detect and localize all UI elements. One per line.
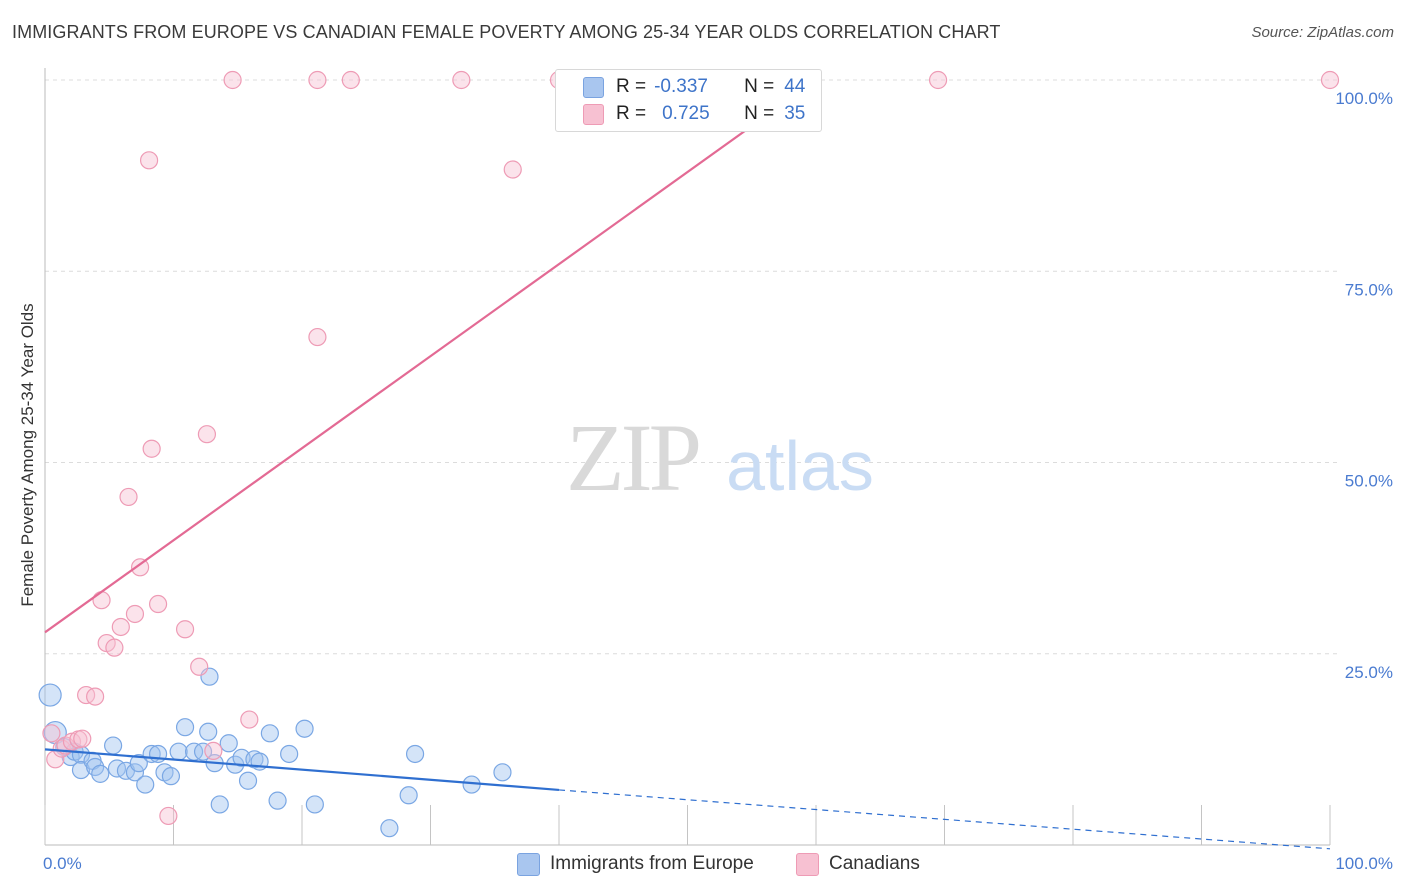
point-canadians xyxy=(159,806,178,826)
point-immigrants-from-europe xyxy=(104,736,123,755)
point-immigrants-from-europe xyxy=(219,734,238,753)
point-canadians xyxy=(42,724,61,743)
point-immigrants-from-europe xyxy=(268,791,287,810)
point-canadians xyxy=(77,685,96,705)
point-canadians xyxy=(142,439,161,458)
point-immigrants-from-europe xyxy=(129,754,148,773)
legend-swatch-europe xyxy=(517,852,540,876)
point-immigrants-from-europe xyxy=(399,786,418,805)
y-tick-label: 25.0% xyxy=(1345,663,1393,682)
point-immigrants-from-europe xyxy=(380,819,399,838)
point-canadians xyxy=(175,620,195,639)
legend-item-europe: Immigrants from Europe xyxy=(517,852,754,876)
point-canadians xyxy=(190,657,209,676)
watermark-zip: ZIP xyxy=(566,404,699,511)
point-immigrants-from-europe xyxy=(38,683,62,707)
point-canadians xyxy=(928,70,948,90)
axes xyxy=(44,68,1331,846)
legend-r-label: R = xyxy=(616,103,647,124)
trend-line-europe xyxy=(44,748,560,792)
watermark: ZIP atlas xyxy=(566,404,874,511)
trend-line-canadians xyxy=(44,79,817,634)
point-immigrants-from-europe xyxy=(280,744,299,764)
point-immigrants-from-europe xyxy=(148,744,168,764)
point-immigrants-from-europe xyxy=(405,744,425,764)
point-canadians xyxy=(105,638,124,657)
legend-swatch-canadians xyxy=(796,852,819,876)
point-immigrants-from-europe xyxy=(305,795,324,814)
y-tick-label: 50.0% xyxy=(1345,472,1393,491)
point-canadians xyxy=(308,327,327,347)
legend-n-label: N = xyxy=(744,103,775,124)
x-tick-label: 0.0% xyxy=(43,854,82,873)
point-canadians xyxy=(223,70,242,90)
point-canadians xyxy=(119,487,138,507)
stats-legend: R = -0.337 N = 44 R = 0.725 N = 35 xyxy=(555,69,822,132)
legend-row-canadians: R = 0.725 N = 35 xyxy=(556,101,805,127)
y-tick-label: 100.0% xyxy=(1335,89,1393,108)
point-canadians xyxy=(204,741,223,761)
point-canadians xyxy=(73,729,92,748)
point-canadians xyxy=(240,710,259,729)
point-immigrants-from-europe xyxy=(161,767,181,786)
point-canadians xyxy=(111,617,130,637)
legend-label-europe: Immigrants from Europe xyxy=(550,853,754,874)
point-immigrants-from-europe xyxy=(136,775,155,794)
x-tick-label: 100.0% xyxy=(1335,854,1393,873)
point-immigrants-from-europe xyxy=(175,718,195,737)
y-tick-label: 75.0% xyxy=(1345,280,1393,299)
point-immigrants-from-europe xyxy=(193,742,213,761)
legend-n-value: 35 xyxy=(784,103,806,124)
legend-r-label: R = xyxy=(616,76,647,97)
point-immigrants-from-europe xyxy=(493,763,512,782)
point-immigrants-from-europe xyxy=(295,719,314,738)
point-canadians xyxy=(308,70,327,90)
tick-labels: 25.0% 50.0% 75.0% 100.0% 0.0% 100.0% xyxy=(43,89,1393,873)
legend-row-europe: R = -0.337 N = 44 xyxy=(556,74,805,100)
legend-n-value: 44 xyxy=(784,76,806,97)
point-canadians xyxy=(197,425,217,444)
watermark-atlas: atlas xyxy=(726,427,874,505)
point-canadians xyxy=(125,604,145,624)
chart-title: IMMIGRANTS FROM EUROPE VS CANADIAN FEMAL… xyxy=(12,22,1001,42)
legend-swatch-canadians xyxy=(583,103,604,125)
point-immigrants-from-europe xyxy=(169,742,188,761)
point-immigrants-from-europe xyxy=(260,724,279,743)
gridlines xyxy=(45,79,1338,655)
point-canadians xyxy=(1320,70,1340,90)
point-immigrants-from-europe xyxy=(91,764,110,783)
trend-lines xyxy=(44,79,1331,850)
point-immigrants-from-europe xyxy=(238,771,258,790)
point-canadians xyxy=(452,70,471,90)
legend-r-value: 0.725 xyxy=(662,103,710,124)
point-canadians xyxy=(139,151,159,170)
point-immigrants-from-europe xyxy=(210,795,229,814)
point-immigrants-from-europe xyxy=(125,763,145,782)
legend-n-label: N = xyxy=(744,76,775,97)
point-canadians xyxy=(341,70,360,90)
trend-line-europe-dashed xyxy=(558,789,1331,850)
point-canadians xyxy=(92,591,111,610)
legend-label-canadians: Canadians xyxy=(829,853,920,874)
point-immigrants-from-europe xyxy=(199,722,218,741)
legend-r-value: -0.337 xyxy=(654,76,708,97)
point-canadians xyxy=(148,594,168,614)
legend-swatch-europe xyxy=(583,76,604,98)
legend-item-canadians: Canadians xyxy=(796,852,920,876)
point-canadians xyxy=(503,160,522,179)
source-label: Source: ZipAtlas.com xyxy=(1251,24,1394,41)
point-immigrants-from-europe xyxy=(71,745,91,764)
point-canadians xyxy=(130,558,150,577)
point-canadians xyxy=(86,687,105,706)
